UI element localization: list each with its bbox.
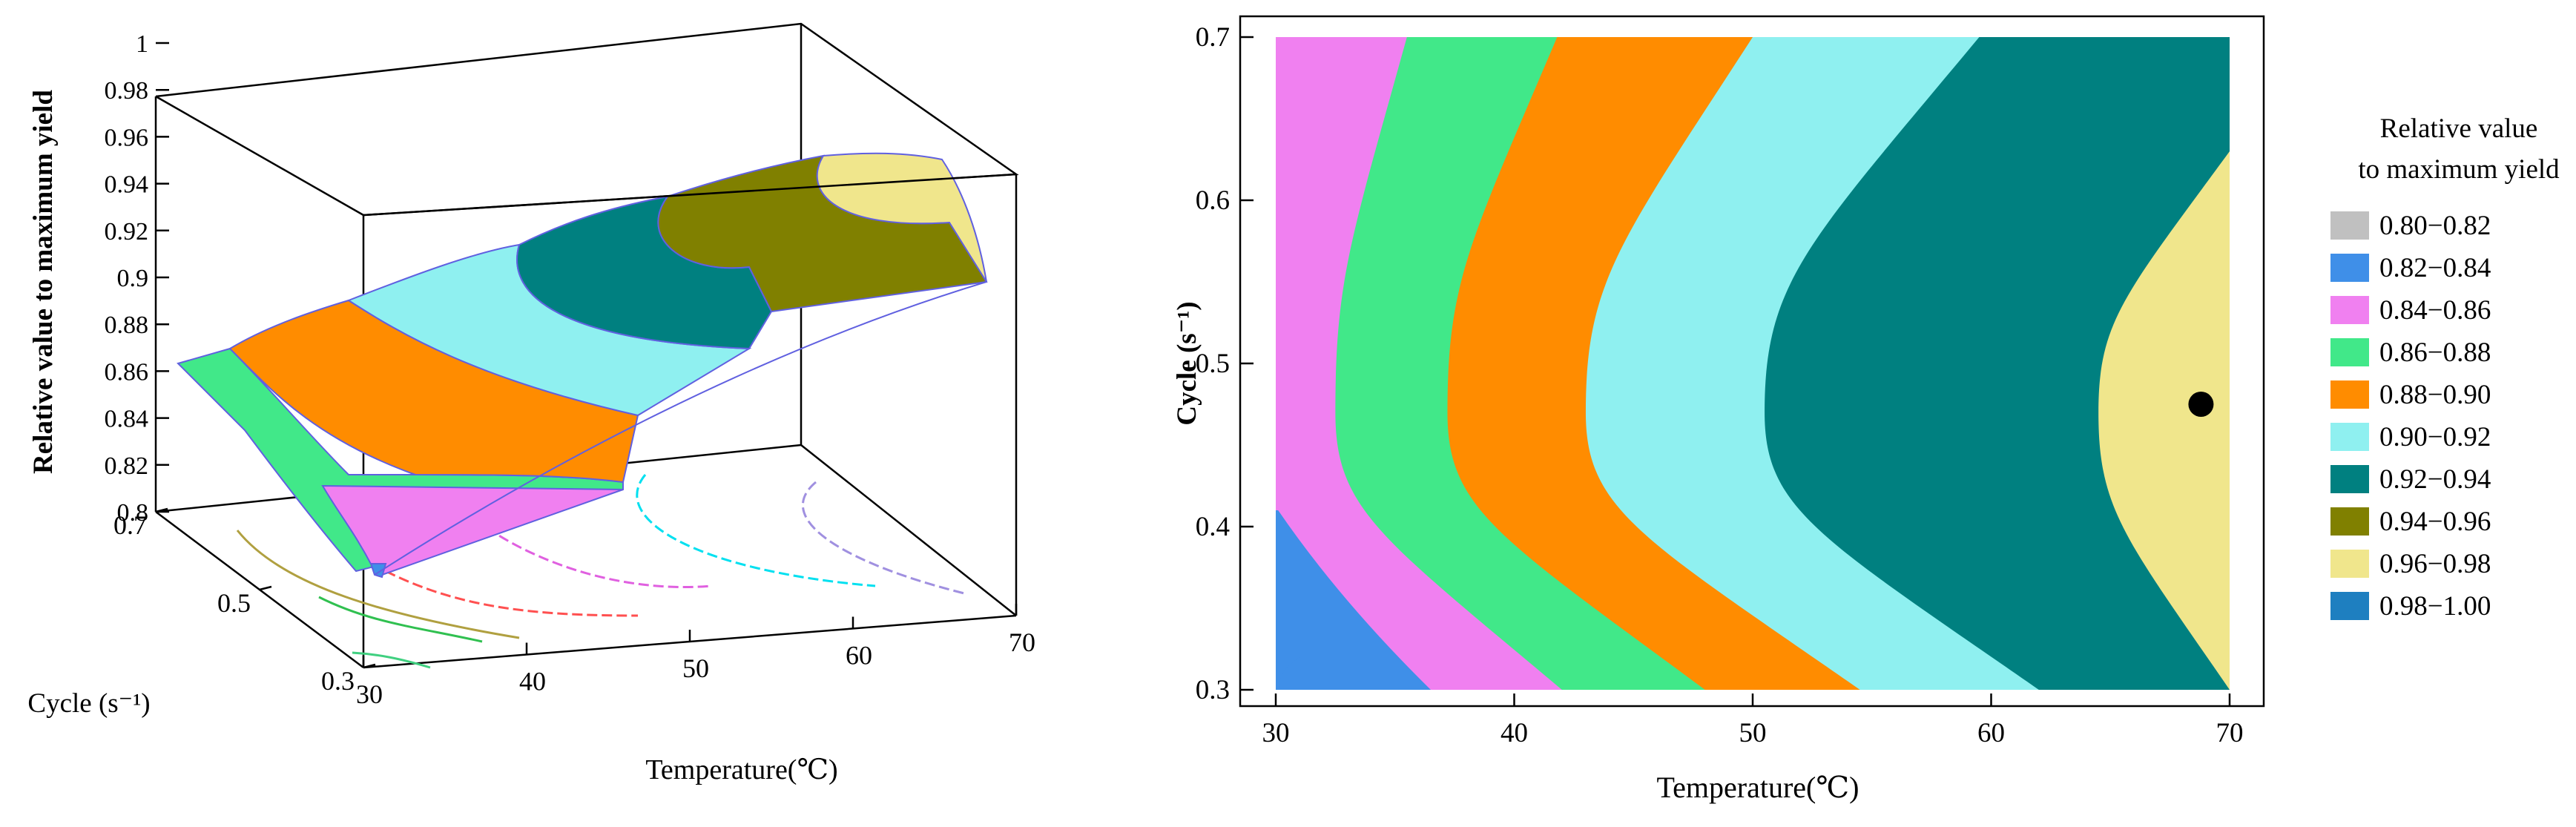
- x-tick-label: 40: [519, 667, 546, 696]
- surface-front-edge: [374, 281, 987, 576]
- floor-contour-short-green: [352, 651, 431, 669]
- legend: Relative value to maximum yield 0.80−0.8…: [2330, 113, 2560, 622]
- legend-swatch: [2330, 507, 2369, 536]
- legend-label: 0.84−0.86: [2379, 295, 2491, 326]
- x-tick-label: 50: [1739, 718, 1767, 748]
- legend-swatch: [2330, 211, 2369, 240]
- y-tick-label: 0.4: [1196, 512, 1230, 542]
- y-tick-mark: [259, 585, 272, 591]
- x-tick-label: 40: [1501, 718, 1528, 748]
- y-tick-label: 0.5: [217, 588, 251, 618]
- y-tick-label: 0.6: [1196, 185, 1230, 216]
- x-tick-label: 50: [682, 653, 709, 683]
- legend-swatch: [2330, 550, 2369, 578]
- floor-right-edge: [800, 444, 1017, 616]
- z-axis-label: Relative value to maximum yield: [28, 90, 59, 474]
- y-tick-label: 0.7: [1196, 22, 1230, 53]
- floor-contour-red: [385, 570, 639, 617]
- y-tick-label: 0.7: [113, 510, 147, 540]
- z-tick-label: 0.9: [117, 265, 149, 292]
- y-tick-label: 0.5: [1196, 349, 1230, 379]
- floor-contour-lavender: [801, 481, 965, 595]
- x-tick-label: 70: [1009, 627, 1035, 657]
- band-0.96-0.98: [816, 152, 987, 283]
- z-tick-label: 0.88: [105, 312, 149, 339]
- legend-swatch: [2330, 423, 2369, 451]
- surface-x-axis-label: Temperature(℃): [645, 754, 837, 785]
- contour-band-0.82-0.84: [1276, 657, 1300, 690]
- surface-bands: [177, 152, 988, 579]
- x-tick-label: 30: [356, 679, 383, 709]
- z-tick-label: 0.96: [105, 124, 149, 151]
- legend-label: 0.96−0.98: [2379, 549, 2491, 579]
- z-tick-label: 0.82: [105, 452, 149, 480]
- contour-plot: 30 40 50 60 70 0.7 0.6 0.5 0.4 0.3 Cycle (s⁻¹) Te…: [1172, 15, 2560, 804]
- band-0.88-0.90: [228, 299, 639, 484]
- floor-contour-magenta: [474, 518, 713, 589]
- legend-title-line-1: Relative value: [2380, 113, 2538, 144]
- y-tick-label: 0.3: [321, 666, 355, 696]
- legend-label: 0.88−0.90: [2379, 380, 2491, 410]
- box-top-right-edge: [363, 173, 1017, 217]
- contour-x-axis-label: Temperature(℃): [1657, 771, 1859, 804]
- legend-label: 0.82−0.84: [2379, 253, 2491, 283]
- contour-band-0.86-0.88: [1276, 37, 1705, 690]
- z-tick-label: 0.92: [105, 218, 149, 246]
- floor-contours: [236, 474, 965, 669]
- legend-label: 0.90−0.92: [2379, 422, 2491, 452]
- legend-label: 0.94−0.96: [2379, 507, 2491, 537]
- legend-label: 0.98−1.00: [2379, 591, 2491, 622]
- legend-swatch: [2330, 296, 2369, 324]
- x-tick-label: 60: [1977, 718, 2005, 748]
- y-tick-label: 0.3: [1196, 675, 1230, 705]
- x-tick-label: 60: [846, 641, 872, 671]
- legend-label: 0.86−0.88: [2379, 337, 2491, 368]
- floor-contour-cyan: [636, 474, 876, 587]
- band-0.82-0.84: [369, 563, 387, 579]
- legend-label: 0.80−0.82: [2379, 211, 2491, 241]
- contour-band-0.84-0.86: [1276, 37, 1562, 690]
- y-tick-mark: [155, 507, 168, 513]
- surface-plot: 1 0.98 0.96 0.94 0.92 0.9 0.88 0.86 0.84 0.82 0.8 3…: [27, 22, 1036, 785]
- surface-ticks: 1 0.98 0.96 0.94 0.92 0.9 0.88 0.86 0.84 0.82 0.8 3…: [105, 30, 1036, 709]
- floor-contour-olive: [236, 530, 520, 639]
- floor-contour-green: [318, 596, 483, 643]
- z-tick-label: 1: [136, 30, 148, 58]
- legend-swatch: [2330, 380, 2369, 409]
- legend-swatch: [2330, 592, 2369, 620]
- legend-swatch: [2330, 254, 2369, 282]
- y-tick-mark: [363, 663, 376, 669]
- contour-ticks: 30 40 50 60 70 0.7 0.6 0.5 0.4 0.3: [1196, 22, 2244, 748]
- legend-label: 0.92−0.94: [2379, 464, 2491, 495]
- legend-swatch: [2330, 465, 2369, 493]
- z-tick-label: 0.84: [105, 406, 149, 433]
- contour-bands: [1276, 37, 2230, 690]
- optimum-point-marker: [2188, 392, 2214, 417]
- legend-title-line-2: to maximum yield: [2358, 154, 2560, 185]
- legend-swatch: [2330, 338, 2369, 366]
- contour-y-axis-label: Cycle (s⁻¹): [1172, 301, 1202, 425]
- z-tick-label: 0.86: [105, 358, 149, 386]
- x-tick-label: 30: [1262, 718, 1290, 748]
- contour-band-0.82-0.84: [1276, 510, 1431, 690]
- z-tick-label: 0.98: [105, 77, 149, 105]
- surface-y-axis-label: Cycle (s⁻¹): [27, 688, 150, 719]
- box-top-front: [155, 95, 364, 217]
- z-tick-label: 0.8: [117, 499, 149, 527]
- x-tick-label: 70: [2216, 718, 2244, 748]
- z-tick-label: 0.94: [105, 171, 149, 199]
- box-front: [363, 173, 1017, 217]
- legend-items: 0.80−0.82 0.82−0.84 0.84−0.86 0.86−0.88 0.88…: [2330, 211, 2491, 622]
